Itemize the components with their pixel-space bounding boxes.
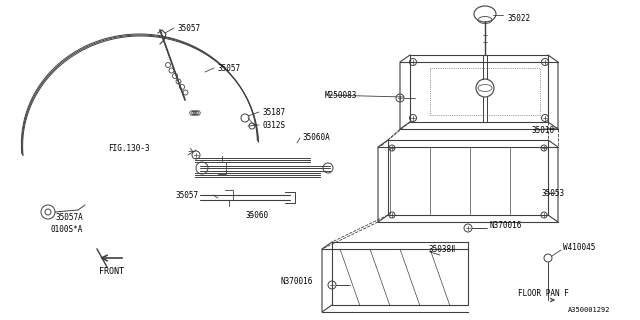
Text: 35057: 35057 [177, 23, 200, 33]
Text: N370016: N370016 [280, 277, 312, 286]
Text: 35187: 35187 [262, 108, 285, 116]
Text: 35057: 35057 [175, 190, 198, 199]
Text: 35022: 35022 [507, 13, 530, 22]
Text: FLOOR PAN F: FLOOR PAN F [518, 289, 569, 298]
Text: M250083: M250083 [325, 91, 357, 100]
Text: 0100S*A: 0100S*A [50, 226, 83, 235]
Text: 35038ǁ: 35038ǁ [428, 245, 456, 254]
Text: N370016: N370016 [489, 220, 522, 229]
Text: FIG.130-3: FIG.130-3 [108, 143, 150, 153]
Text: 0312S: 0312S [262, 121, 285, 130]
Text: W410045: W410045 [563, 244, 595, 252]
Text: 35060A: 35060A [302, 132, 330, 141]
Text: 35057A: 35057A [55, 213, 83, 222]
Text: 35053: 35053 [542, 188, 565, 197]
Text: 35057: 35057 [217, 63, 240, 73]
Text: A350001292: A350001292 [568, 307, 610, 313]
Text: FRONT: FRONT [99, 268, 124, 276]
Text: 35010: 35010 [532, 125, 555, 134]
Text: 35060: 35060 [245, 211, 268, 220]
